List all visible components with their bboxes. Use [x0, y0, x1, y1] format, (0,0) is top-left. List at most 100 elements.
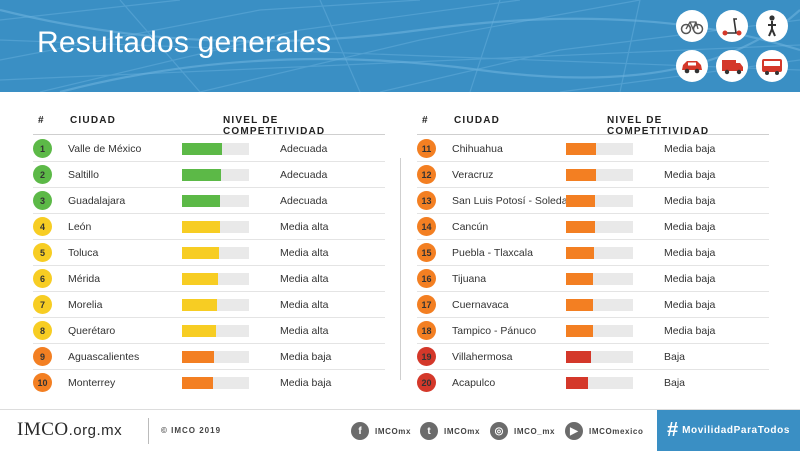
competitiveness-level: Media baja	[664, 143, 716, 155]
social-twitter[interactable]: t IMCOmx	[420, 421, 480, 441]
competitiveness-level: Baja	[664, 377, 686, 389]
footer: IMCO.org.mx © IMCO 2019 f IMCOmx t IMCOm…	[0, 409, 800, 451]
ranking-column-right: # CIUDAD NIVEL DE COMPETITIVIDAD 11 Chihu…	[417, 110, 769, 392]
imco-logo[interactable]: IMCO.org.mx	[17, 419, 122, 441]
rank-badge: 7	[33, 295, 52, 314]
copyright: © IMCO 2019	[161, 426, 222, 435]
competitiveness-bar-fill	[182, 143, 222, 155]
rank-badge: 1	[33, 139, 52, 158]
city-name: León	[68, 221, 92, 233]
city-name: Toluca	[68, 247, 99, 259]
hashtag-banner[interactable]: # MovilidadParaTodos	[657, 410, 800, 451]
ranking-rows-right: 11 Chihuahua Media baja 12 Veracruz Media baj…	[417, 136, 769, 395]
competitiveness-level: Adecuada	[280, 195, 328, 207]
table-row: 13 San Luis Potosí - Soledad Media baja	[417, 188, 769, 214]
competitiveness-level: Media baja	[664, 273, 716, 285]
ranking-rows-left: 1 Valle de México Adecuada 2 Saltillo Adecuad…	[33, 136, 385, 395]
car-icon	[676, 50, 708, 82]
competitiveness-bar-fill	[182, 377, 213, 389]
competitiveness-bar	[566, 299, 633, 311]
competitiveness-bar-fill	[566, 377, 588, 389]
competitiveness-level: Media alta	[280, 299, 329, 311]
competitiveness-bar-fill	[182, 169, 221, 181]
competitiveness-bar-fill	[182, 221, 220, 233]
table-row: 5 Toluca Media alta	[33, 240, 385, 266]
city-name: Acapulco	[452, 377, 496, 389]
competitiveness-level: Adecuada	[280, 169, 328, 181]
social-handle: IMCOmx	[375, 426, 412, 436]
city-name: Veracruz	[452, 169, 494, 181]
header-city: CIUDAD	[70, 115, 117, 126]
rank-badge: 10	[33, 373, 52, 392]
competitiveness-bar	[182, 273, 249, 285]
city-name: Guadalajara	[68, 195, 126, 207]
competitiveness-bar-fill	[566, 273, 593, 285]
competitiveness-bar-fill	[182, 351, 214, 363]
competitiveness-level: Baja	[664, 351, 686, 363]
rank-badge: 6	[33, 269, 52, 288]
competitiveness-bar-fill	[566, 195, 595, 207]
bicycle-icon	[676, 10, 708, 42]
competitiveness-bar-fill	[566, 247, 594, 259]
table-row: 16 Tijuana Media baja	[417, 266, 769, 292]
table-row: 12 Veracruz Media baja	[417, 162, 769, 188]
table-row: 7 Morelia Media alta	[33, 292, 385, 318]
competitiveness-level: Media alta	[280, 273, 329, 285]
competitiveness-bar	[566, 351, 633, 363]
competitiveness-bar	[566, 325, 633, 337]
column-divider	[400, 158, 401, 380]
competitiveness-level: Media alta	[280, 325, 329, 337]
competitiveness-bar-fill	[182, 325, 216, 337]
competitiveness-bar	[566, 247, 633, 259]
column-header: # CIUDAD NIVEL DE COMPETITIVIDAD	[417, 110, 757, 137]
rank-badge: 19	[417, 347, 436, 366]
header-city: CIUDAD	[454, 115, 501, 126]
table-row: 17 Cuernavaca Media baja	[417, 292, 769, 318]
header-level: NIVEL DE COMPETITIVIDAD	[607, 115, 710, 137]
rank-badge: 4	[33, 217, 52, 236]
rank-badge: 14	[417, 217, 436, 236]
social-handle: IMCOmx	[444, 426, 481, 436]
rank-badge: 11	[417, 139, 436, 158]
city-name: Mérida	[68, 273, 101, 285]
competitiveness-bar	[182, 247, 249, 259]
city-name: Saltillo	[68, 169, 99, 181]
competitiveness-level: Media baja	[664, 247, 716, 259]
header-level: NIVEL DE COMPETITIVIDAD	[223, 115, 326, 137]
table-row: 14 Cancún Media baja	[417, 214, 769, 240]
instagram-icon: ◎	[490, 422, 508, 440]
table-row: 10 Monterrey Media baja	[33, 370, 385, 395]
city-name: Querétaro	[68, 325, 116, 337]
city-name: Morelia	[68, 299, 103, 311]
competitiveness-bar	[566, 377, 633, 389]
competitiveness-bar-fill	[566, 351, 591, 363]
table-row: 6 Mérida Media alta	[33, 266, 385, 292]
social-instagram[interactable]: ◎ IMCO_mx	[490, 421, 555, 441]
social-facebook[interactable]: f IMCOmx	[351, 421, 411, 441]
rank-badge: 15	[417, 243, 436, 262]
city-name: Tampico - Pánuco	[452, 325, 537, 337]
city-name: Monterrey	[68, 377, 116, 389]
competitiveness-bar	[182, 143, 249, 155]
competitiveness-level: Media alta	[280, 247, 329, 259]
hashtag-text: MovilidadParaTodos	[682, 425, 790, 436]
competitiveness-level: Media baja	[280, 351, 332, 363]
competitiveness-level: Adecuada	[280, 143, 328, 155]
table-row: 8 Querétaro Media alta	[33, 318, 385, 344]
table-row: 3 Guadalajara Adecuada	[33, 188, 385, 214]
competitiveness-bar	[566, 143, 633, 155]
competitiveness-bar-fill	[566, 221, 595, 233]
truck-icon	[716, 50, 748, 82]
competitiveness-bar-fill	[566, 143, 596, 155]
ranking-column-left: # CIUDAD NIVEL DE COMPETITIVIDAD 1 Valle …	[33, 110, 385, 392]
competitiveness-level: Media baja	[664, 221, 716, 233]
social-youtube[interactable]: ▶ IMCOmexico	[565, 421, 643, 441]
city-name: Villahermosa	[452, 351, 513, 363]
header-number: #	[422, 115, 429, 126]
table-row: 15 Puebla - Tlaxcala Media baja	[417, 240, 769, 266]
social-handle: IMCOmexico	[589, 426, 644, 436]
competitiveness-bar	[566, 273, 633, 285]
competitiveness-bar	[566, 221, 633, 233]
twitter-icon: t	[420, 422, 438, 440]
competitiveness-bar	[182, 325, 249, 337]
